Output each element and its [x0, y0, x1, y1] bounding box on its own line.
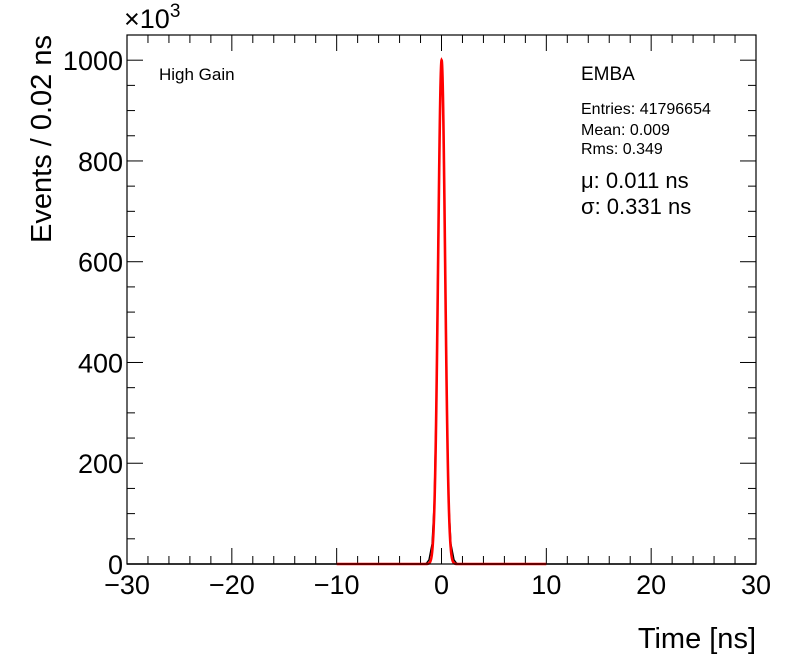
x-tick-label: −10 [314, 570, 360, 600]
partition-label: EMBA [581, 64, 635, 85]
y-multiplier-exponent: 3 [170, 1, 181, 22]
y-tick-label: 200 [78, 449, 123, 479]
y-multiplier-label: ×103 [124, 1, 180, 34]
y-tick-label: 1000 [63, 46, 123, 76]
y-tick-label: 400 [78, 348, 123, 378]
y-tick-label: 0 [108, 550, 123, 580]
stat-entries: Entries: 41796654 [581, 101, 711, 118]
stat-mean: Mean: 0.009 [581, 122, 670, 139]
x-tick-label: −20 [209, 570, 255, 600]
y-tick-label: 600 [78, 248, 123, 278]
stat-rms: Rms: 0.349 [581, 141, 663, 158]
x-tick-label: −30 [104, 570, 150, 600]
x-tick-label: 30 [741, 570, 771, 600]
fit-mu: μ: 0.011 ns [581, 168, 689, 193]
x-axis-title: Time [ns] [638, 623, 756, 655]
fit-sigma: σ: 0.331 ns [581, 194, 691, 219]
y-tick-label: 800 [78, 147, 123, 177]
x-tick-label: 20 [636, 570, 666, 600]
gaussian-fit-line [336, 57, 547, 566]
x-tick-label: 0 [434, 570, 449, 600]
x-tick-label: 10 [531, 570, 561, 600]
gain-label: High Gain [159, 65, 235, 84]
axis-tick-labels: −30 −20 −10 0 10 20 30 0 200 400 600 800 1000 [63, 46, 771, 600]
y-axis-title: Events / 0.02 ns [26, 35, 58, 243]
plot-frame [126, 34, 757, 565]
